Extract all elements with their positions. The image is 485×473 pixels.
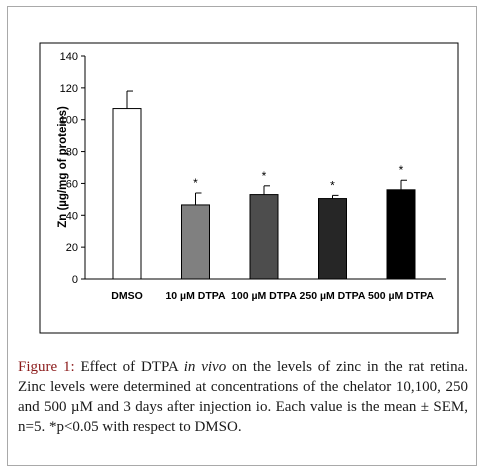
chart-plot-frame [39,42,459,334]
zinc-bar-chart: Zn (µg/mg of proteins) 0 20 40 60 80 100 120 14… [39,42,459,334]
bar [386,189,416,280]
y-tick-label: 120 [60,83,78,95]
bar [249,194,279,280]
bar [181,204,210,280]
y-tick-label: 0 [72,274,78,286]
caption-label: Figure 1: [18,359,75,375]
x-category-label: 500 µM DTPA [368,290,434,302]
caption-text-part2: on the levels of zinc in the rat retina.… [18,359,469,435]
x-category-label: 100 µM DTPA [231,290,297,302]
x-category-label: DMSO [111,290,143,302]
caption-text-part1: Effect of DTPA [74,359,184,375]
significance-marker: * [193,176,198,190]
y-tick-label: 20 [66,242,78,254]
y-tick-label: 80 [66,147,78,159]
y-tick-label: 140 [60,51,78,63]
significance-marker: * [330,178,335,192]
significance-marker: * [399,163,404,177]
x-category-label: 10 µM DTPA [165,290,226,302]
caption-italic-text: in vivo [183,359,227,375]
bar [112,108,142,280]
bar [318,198,347,280]
y-axis-title: Zn (µg/mg of proteins) [57,106,69,228]
figure-caption: Figure 1: Effect of DTPA in vivo on the … [18,357,468,437]
y-tick-label: 100 [60,115,78,127]
y-tick-label: 60 [66,178,78,190]
significance-marker: * [262,169,267,183]
x-category-label: 250 µM DTPA [300,290,366,302]
y-tick-label: 40 [66,210,78,222]
